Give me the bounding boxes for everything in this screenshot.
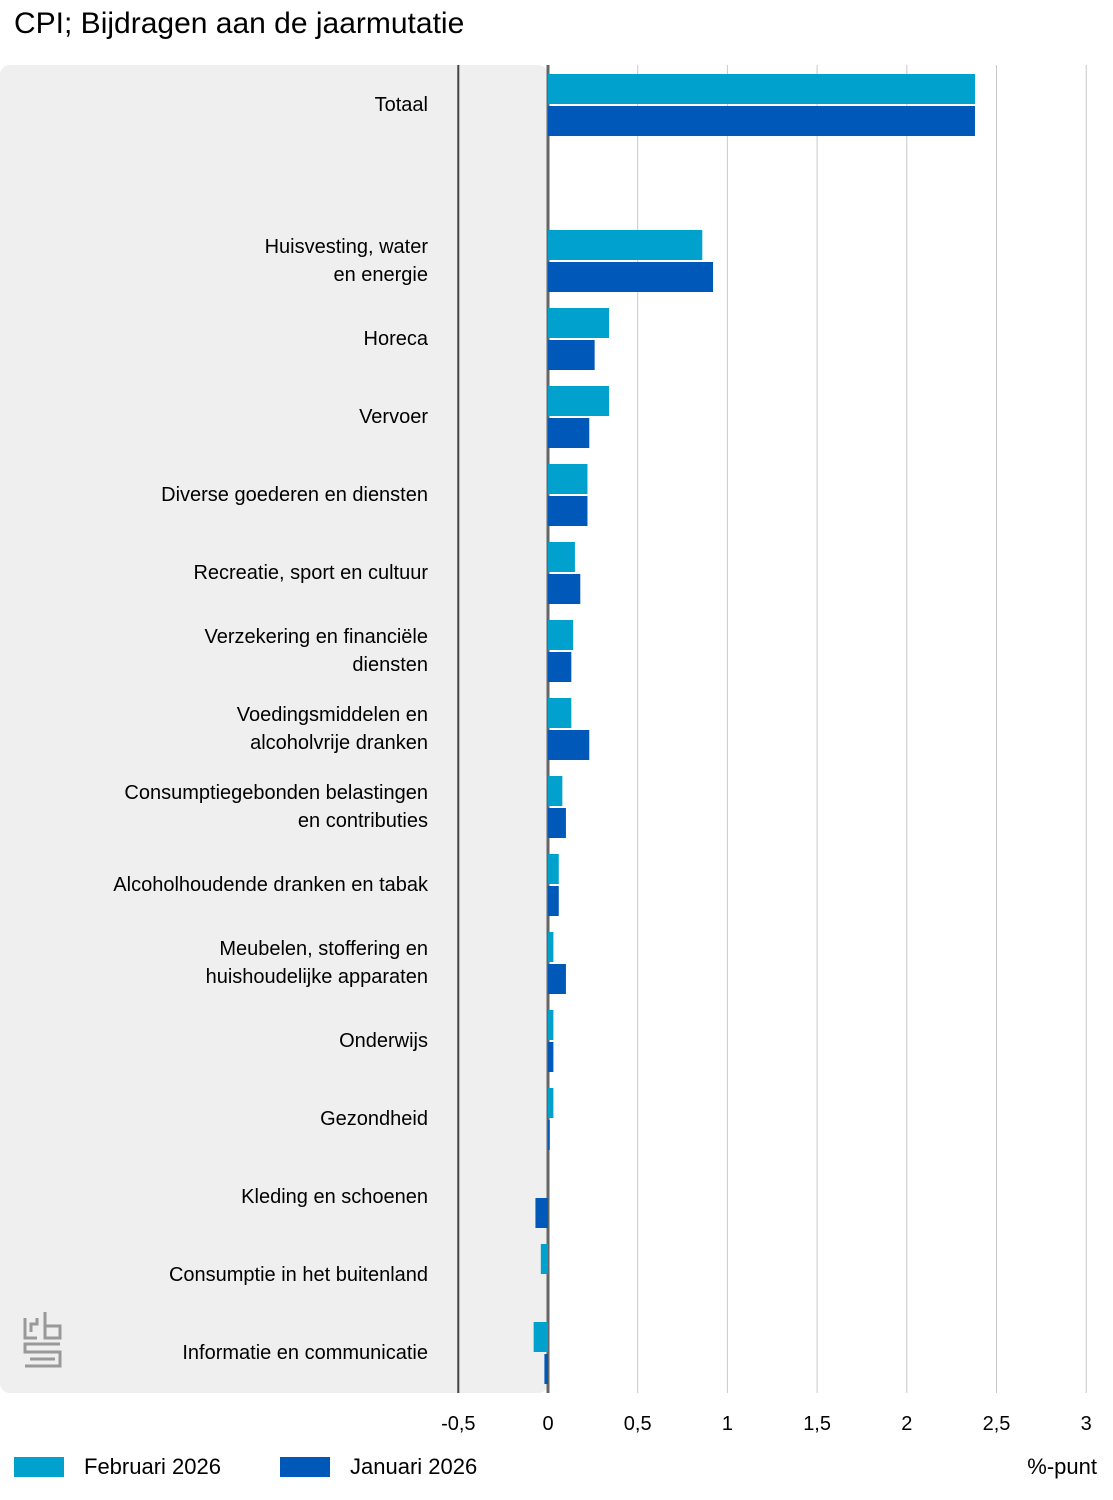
category-label: Consumptiegebonden belastingen en contrib… <box>124 782 428 832</box>
category-label: Recreatie, sport en cultuur <box>193 562 428 584</box>
bar-februari <box>548 698 572 728</box>
category-label: Verzekering en financiële diensten <box>205 626 428 676</box>
bar-januari <box>548 106 975 136</box>
bar-februari <box>548 854 559 884</box>
bar-januari <box>548 964 566 994</box>
bar-januari <box>548 886 559 916</box>
bar-chart: Totaal Huisvesting, water en energie Horeca… <box>0 65 1092 1435</box>
category-label: Informatie en communicatie <box>182 1342 428 1364</box>
category-label: Consumptie in het buitenland <box>169 1264 428 1286</box>
bar-februari <box>548 74 975 104</box>
category-label: Huisvesting, water en energie <box>265 236 429 286</box>
x-tick-label: 1,5 <box>803 1413 831 1435</box>
bar-februari <box>548 308 609 338</box>
bar-februari <box>548 386 609 416</box>
chart-title: CPI; Bijdragen aan de jaarmutatie <box>14 7 465 40</box>
bar-januari <box>548 1042 554 1072</box>
bar-januari <box>548 730 590 760</box>
category-label: Voedingsmiddelen en alcoholvrije dranken <box>237 704 428 754</box>
category-label: Meubelen, stoffering en huishoudelijke ap… <box>206 938 428 988</box>
bar-februari <box>540 1244 548 1274</box>
legend-item-januari: Januari 2026 <box>280 1452 477 1482</box>
bars <box>533 74 975 1384</box>
cbs-logo <box>23 1312 62 1368</box>
category-labels: Totaal Huisvesting, water en energie Horeca… <box>113 94 429 1364</box>
bar-januari <box>548 262 714 292</box>
legend-swatch-februari <box>14 1457 64 1477</box>
category-label: Alcoholhoudende dranken en tabak <box>113 874 429 896</box>
bar-februari <box>548 542 575 572</box>
category-label: Onderwijs <box>339 1030 428 1052</box>
bar-februari <box>548 620 574 650</box>
x-tick-label: 0,5 <box>624 1413 652 1435</box>
x-tick-label: 3 <box>1081 1413 1092 1435</box>
x-tick-label: -0,5 <box>441 1413 475 1435</box>
bar-januari <box>548 808 566 838</box>
legend-item-februari: Februari 2026 <box>14 1452 221 1482</box>
gridlines <box>457 65 1087 1393</box>
bar-januari <box>544 1354 548 1384</box>
bar-januari <box>548 574 581 604</box>
legend-label-januari: Januari 2026 <box>350 1454 478 1479</box>
bar-januari <box>548 1120 550 1150</box>
bar-februari <box>548 230 703 260</box>
bar-januari <box>548 496 588 526</box>
legend-swatch-januari <box>280 1457 330 1477</box>
category-label: Totaal <box>375 94 428 116</box>
bar-februari <box>548 1010 554 1040</box>
bar-januari <box>548 652 572 682</box>
category-label: Kleding en schoenen <box>241 1186 428 1208</box>
category-label: Horeca <box>364 328 429 350</box>
bar-februari <box>548 932 554 962</box>
category-label: Diverse goederen en diensten <box>161 484 428 506</box>
bar-januari <box>548 340 595 370</box>
x-tick-label: 1 <box>722 1413 733 1435</box>
x-axis-tick-labels: -0,5 0 0,5 1 1,5 2 2,5 3 <box>441 1413 1092 1435</box>
category-label: Vervoer <box>359 406 428 428</box>
bar-februari <box>548 776 563 806</box>
unit-label: %-punt <box>1027 1454 1097 1479</box>
category-label: Gezondheid <box>320 1108 428 1130</box>
label-panel-background <box>0 65 548 1393</box>
x-tick-label: 2,5 <box>983 1413 1011 1435</box>
bar-januari <box>535 1198 548 1228</box>
bar-februari <box>548 1088 554 1118</box>
bar-februari <box>533 1322 548 1352</box>
bar-januari <box>548 418 590 448</box>
legend-label-februari: Februari 2026 <box>84 1454 221 1479</box>
x-tick-label: 2 <box>901 1413 912 1435</box>
bar-februari <box>548 464 588 494</box>
x-tick-label: 0 <box>542 1413 553 1435</box>
